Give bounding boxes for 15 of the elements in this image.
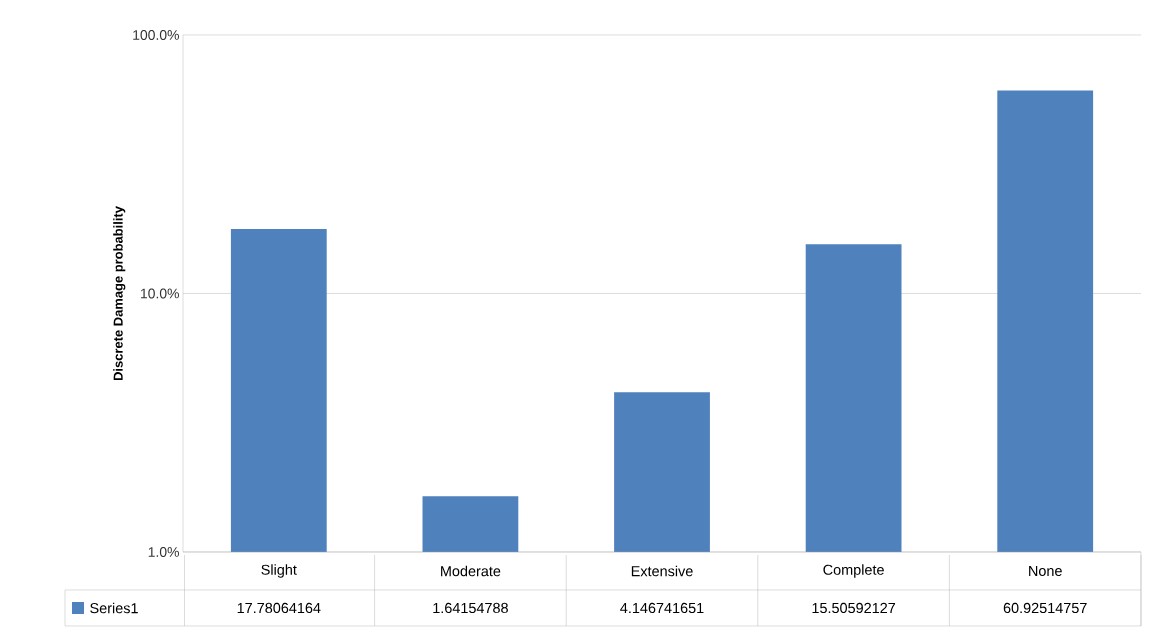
x-tick-label: Moderate [441, 565, 501, 577]
y-axis-title: Discrete Damage probability [113, 206, 126, 381]
x-tick-label: Complete [823, 564, 884, 578]
y-tick-label: 1.0% [148, 547, 179, 557]
x-tick-label: Extensive [631, 565, 693, 577]
y-tick-label: 100.0% [133, 30, 179, 40]
data-label: 60.92514757 [1003, 602, 1087, 614]
x-tick-label: Slight [261, 564, 297, 578]
x-tick-label: None [1029, 565, 1062, 577]
data-label: 15.50592127 [812, 602, 896, 614]
y-tick-label: 10.0% [141, 288, 179, 299]
data-label: 17.78064164 [237, 602, 321, 614]
data-label: 4.146741651 [620, 602, 704, 614]
data-label: 1.64154788 [433, 602, 508, 614]
legend-label: Series1 [90, 602, 138, 614]
